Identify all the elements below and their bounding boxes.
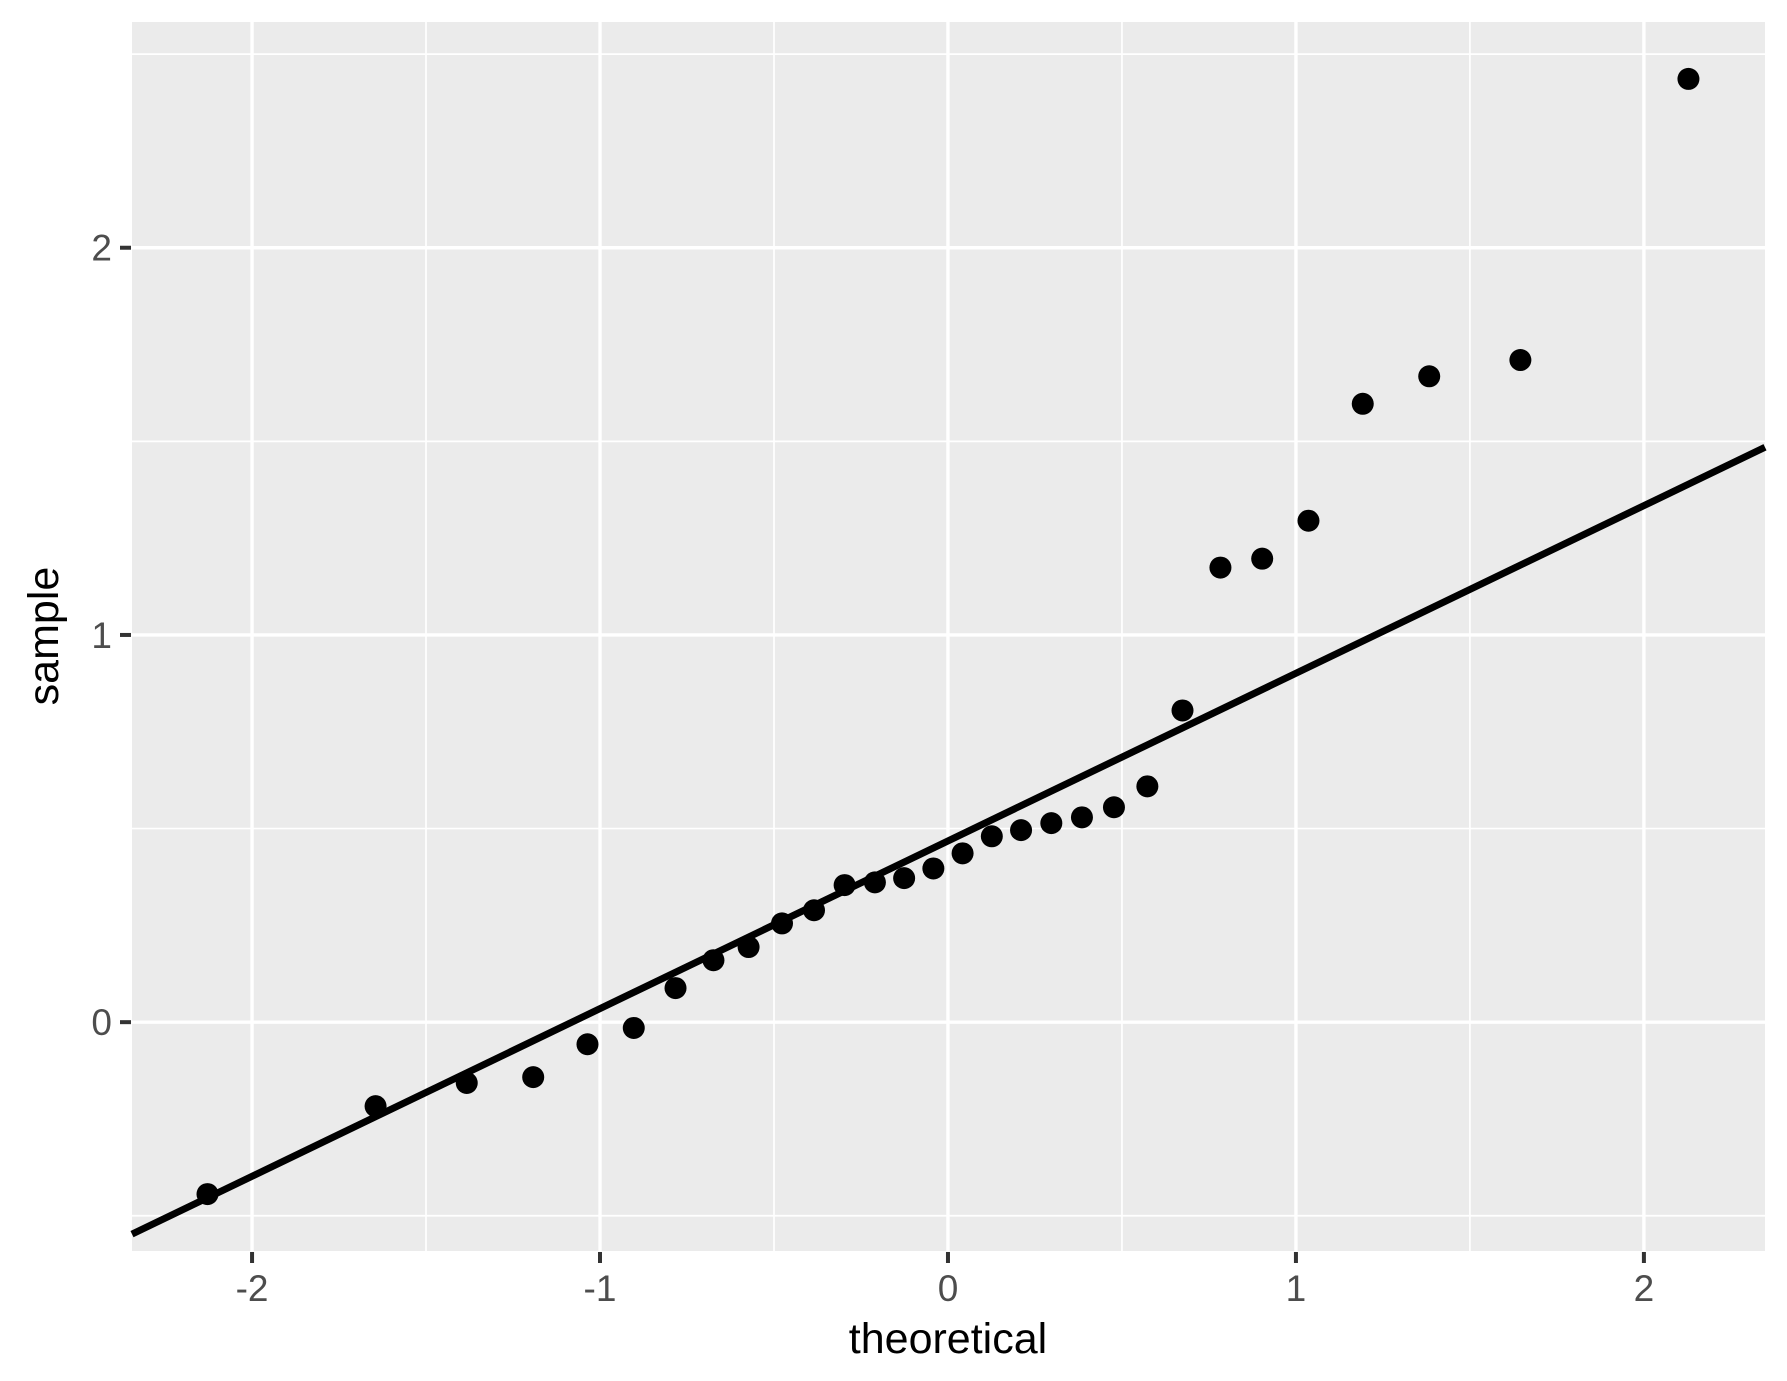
x-tick-label: -2 <box>236 1268 269 1309</box>
x-tick-label: 0 <box>938 1268 959 1309</box>
y-tick-label: 0 <box>91 1002 112 1043</box>
data-point <box>980 825 1003 848</box>
qq-reference-line <box>130 444 1767 1238</box>
data-point <box>922 857 945 880</box>
x-tick-label: 2 <box>1634 1268 1655 1309</box>
data-point <box>576 1033 599 1056</box>
data-point <box>1677 67 1700 90</box>
data-point <box>196 1183 219 1206</box>
data-point <box>770 912 793 935</box>
data-point <box>622 1016 645 1039</box>
data-point <box>1171 699 1194 722</box>
plot-layers: -2 -1 0 1 2 0 1 2 <box>91 22 1767 1309</box>
data-point <box>522 1066 545 1089</box>
data-point <box>863 871 886 894</box>
data-point <box>1351 392 1374 415</box>
data-point <box>1010 819 1033 842</box>
data-point <box>1509 349 1532 372</box>
data-point <box>737 936 760 959</box>
data-point <box>1102 796 1125 819</box>
y-tick-label: 2 <box>91 228 112 269</box>
data-point <box>1297 509 1320 532</box>
data-point <box>1251 547 1274 570</box>
data-point <box>893 867 916 890</box>
data-point <box>702 949 725 972</box>
data-point <box>1040 812 1063 835</box>
data-point <box>951 842 974 865</box>
data-point <box>364 1095 387 1118</box>
x-tick-label: 1 <box>1286 1268 1307 1309</box>
data-point <box>664 977 687 1000</box>
y-tick-label: 1 <box>91 615 112 656</box>
data-point <box>1136 775 1159 798</box>
data-point <box>1070 806 1093 829</box>
data-point <box>833 874 856 897</box>
data-point <box>1209 556 1232 579</box>
data-point <box>455 1071 478 1094</box>
x-axis-title: theoretical <box>849 1315 1047 1363</box>
data-point <box>803 899 826 922</box>
data-point <box>1418 365 1441 388</box>
x-tick-label: -1 <box>584 1268 617 1309</box>
y-axis-title: sample <box>20 567 68 706</box>
